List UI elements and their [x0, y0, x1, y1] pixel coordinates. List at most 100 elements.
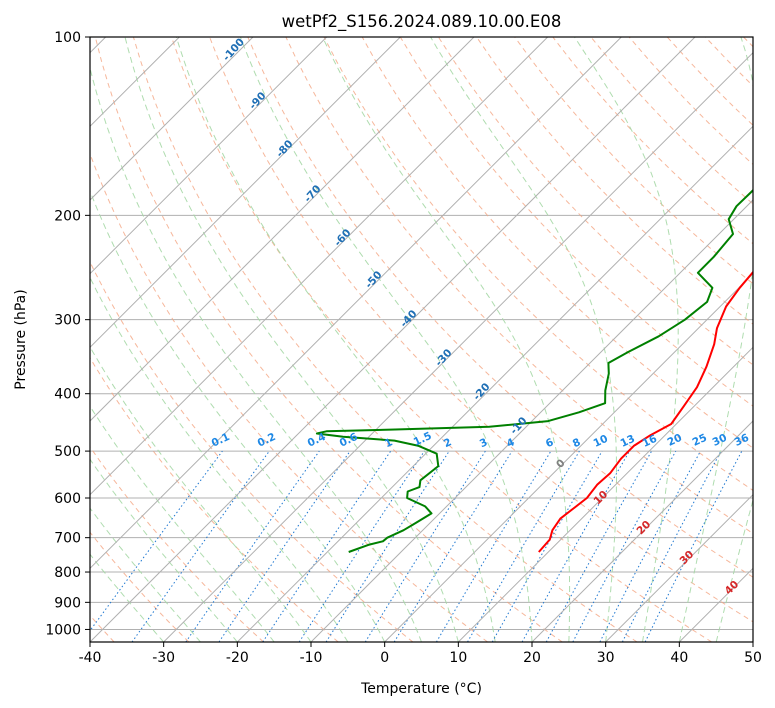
dry-adiabat-line: [171, 37, 712, 642]
isotherm-line: [163, 51, 753, 642]
x-tick-label: -10: [300, 650, 323, 666]
isotherm-line: [90, 37, 622, 570]
plot-frame: [89, 36, 754, 643]
mixing-ratio-label: 3: [478, 436, 490, 450]
isotherm-line: [457, 346, 753, 642]
y-axis: 100 200 300 400 500 600 700 800 900 1000: [45, 30, 90, 638]
isotherm-line: [310, 199, 753, 642]
dry-adiabat-line: [90, 152, 488, 642]
isotherm-line: [90, 37, 549, 496]
mixing-ratio-label: 36: [733, 432, 751, 449]
isotherm-line: [236, 125, 753, 642]
moist-adiabat-line: [90, 65, 422, 642]
mixing-ratio-line: [298, 450, 425, 642]
dry-adiabat-line: [361, 37, 753, 449]
moist-adiabat-line: [90, 276, 349, 642]
moist-adiabat-line: [574, 37, 679, 642]
y-tick-label: 700: [54, 531, 81, 547]
moist-adiabat-line: [715, 498, 753, 642]
x-tick-label: 30: [597, 650, 615, 666]
y-tick-label: 400: [54, 387, 81, 403]
x-axis: -40 -30 -20 -10 0 10 20 30 40 50: [79, 642, 762, 666]
dry-adiabat-line: [209, 37, 753, 623]
mixing-ratio-label: 10: [592, 433, 610, 450]
isotherm-line: [384, 272, 753, 642]
mixing-ratio-line: [185, 450, 320, 642]
y-tick-label: 1000: [45, 622, 81, 638]
mixing-ratio-line: [545, 450, 653, 642]
temperature-profile-line: [538, 270, 753, 553]
moist-adiabat-line: [90, 189, 386, 642]
mixing-ratio-label: 16: [641, 433, 659, 450]
isotherm-line: [531, 420, 753, 642]
x-tick-label: 40: [670, 650, 688, 666]
isotherm-grid: [90, 37, 753, 642]
isotherm-line: [90, 37, 696, 642]
moist-adiabat-line: [175, 37, 496, 642]
dry-adiabats: [90, 37, 753, 642]
mixing-ratio-label: 20: [666, 432, 684, 449]
y-tick-label: 500: [54, 444, 81, 460]
dewpoint-profile-line: [315, 188, 753, 553]
mixing-ratio-line: [393, 450, 513, 642]
dry-adiabat-line: [94, 37, 563, 642]
dry-adiabat-line: [514, 37, 753, 285]
isotherm-line: [605, 493, 753, 642]
y-axis-title: Pressure (hPa): [13, 289, 29, 389]
y-tick-label: 200: [54, 208, 81, 224]
isotherm-line: [90, 37, 475, 422]
dry-adiabat-line: [247, 37, 753, 578]
mixing-ratio-line: [90, 450, 223, 632]
y-tick-label: 300: [54, 313, 81, 329]
mixing-ratio-line: [572, 450, 677, 642]
dry-adiabat-line: [90, 531, 190, 642]
moist-adiabat-line: [678, 37, 753, 642]
moist-adiabat-line: [124, 37, 459, 642]
mixing-ratio-line: [521, 450, 630, 642]
mixing-ratio-line: [262, 450, 392, 642]
x-tick-label: -40: [79, 650, 102, 666]
x-tick-label: -30: [152, 650, 175, 666]
mixing-ratio-line: [325, 450, 450, 642]
mixing-ratio-label: 13: [619, 433, 637, 450]
moist-adiabat-line: [90, 405, 275, 642]
mixing-ratio-label: 8: [571, 436, 583, 450]
mixing-ratio-line: [218, 450, 351, 642]
mixing-ratio-line: [131, 450, 270, 642]
moist-adiabat-line: [90, 458, 238, 642]
mixing-ratio-label: 25: [691, 432, 709, 449]
x-tick-label: 20: [523, 650, 541, 666]
dry-adiabat-line: [399, 37, 753, 407]
moist-adiabat-line: [90, 553, 165, 642]
moist-adiabat-line: [90, 507, 201, 642]
dry-adiabat-line: [90, 446, 264, 642]
mixing-ratio-label: 2: [442, 436, 454, 450]
isotherm-line: [90, 37, 328, 275]
mixing-ratio-line: [644, 450, 743, 642]
mixing-ratio-label: 6: [544, 436, 556, 450]
dry-adiabat-line: [90, 356, 339, 642]
mixing-ratio-label: 30: [711, 432, 729, 449]
plot-area: [90, 37, 753, 642]
x-tick-label: 10: [449, 650, 467, 666]
moist-adiabat-line: [322, 37, 571, 642]
x-tick-label: 50: [744, 650, 762, 666]
isotherm-line: [90, 37, 401, 349]
y-tick-label: 900: [54, 595, 81, 611]
mixing-ratio-label: 4: [505, 436, 517, 450]
moist-adiabat-line: [239, 37, 533, 642]
isotherm-line: [90, 37, 254, 201]
dry-adiabat-line: [132, 37, 638, 642]
mixing-ratio-lines: [90, 450, 743, 642]
y-tick-label: 800: [54, 565, 81, 581]
y-tick-label: 600: [54, 491, 81, 507]
x-tick-label: 0: [380, 650, 389, 666]
moist-adiabat-line: [430, 37, 617, 642]
x-axis-title: Temperature (°C): [360, 681, 482, 697]
profile-series: [315, 188, 753, 553]
y-tick-label: 100: [54, 30, 81, 46]
chart-title: wetPf2_S156.2024.089.10.00.E08: [282, 12, 562, 32]
